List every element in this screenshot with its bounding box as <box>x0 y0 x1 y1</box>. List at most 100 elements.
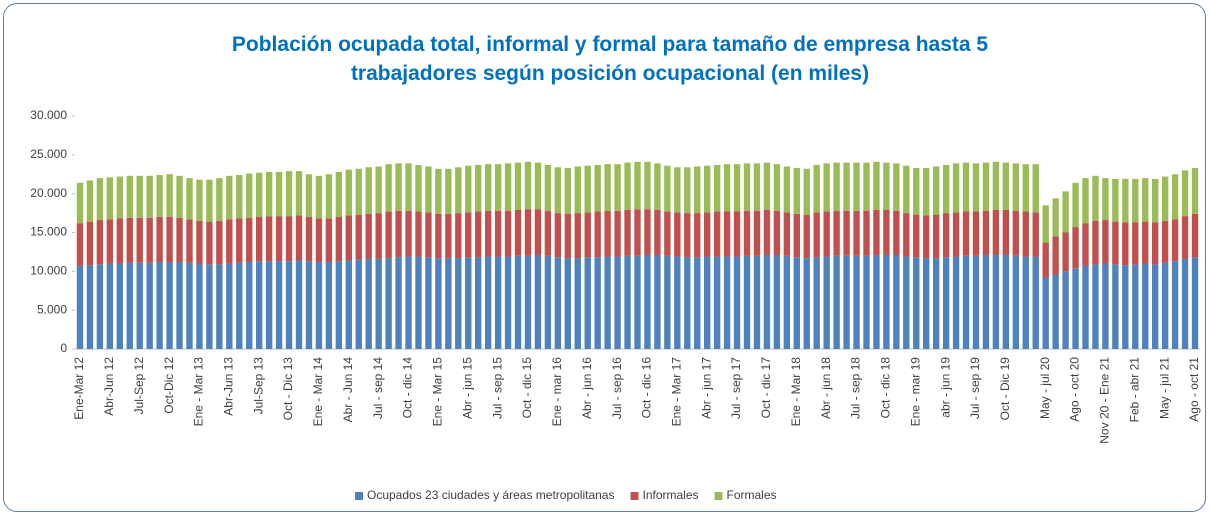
bar-segment <box>226 219 233 264</box>
bar-segment <box>1181 216 1189 259</box>
bar-segment <box>564 168 571 214</box>
bar-segment <box>743 210 751 256</box>
bar-segment <box>853 162 860 211</box>
bar-segment <box>873 161 880 210</box>
bar-segment <box>972 211 980 256</box>
bar-segment <box>335 261 343 349</box>
x-tick-label: Ago - oct 21 <box>1187 357 1201 422</box>
bar-segment <box>763 255 771 349</box>
bar-segment <box>694 213 701 258</box>
bar-segment <box>1092 264 1099 349</box>
bar-segment <box>634 209 641 256</box>
bar-segment <box>982 255 990 349</box>
x-tick-label: Oct-Dic 12 <box>162 357 176 414</box>
bar-segment <box>1032 164 1039 213</box>
bar-segment <box>86 221 94 266</box>
x-tick-label: May - jul 20 <box>1038 357 1052 419</box>
x-tick-label: Ene - Mar 18 <box>789 357 803 427</box>
bar-segment <box>674 167 681 213</box>
bar-segment <box>166 262 173 349</box>
bar-segment <box>1181 258 1189 349</box>
bar-segment <box>136 262 143 349</box>
bar-segment <box>126 217 133 263</box>
bar-segment <box>156 175 163 217</box>
bar-segment <box>176 262 183 349</box>
bar-segment <box>216 178 223 221</box>
x-tick-label: Jul - sep 16 <box>610 357 624 419</box>
bar-segment <box>1122 222 1129 266</box>
bar-segment <box>1052 198 1059 237</box>
bar-segment <box>1132 264 1139 349</box>
bar-segment <box>365 167 372 214</box>
bar-segment <box>1102 220 1109 264</box>
bar-segment <box>883 209 890 256</box>
bar-segment <box>614 164 621 211</box>
bar-segment <box>893 210 900 256</box>
bar-segment <box>1002 255 1010 349</box>
x-tick-label: Abr - jun 15 <box>460 357 474 419</box>
bar-segment <box>793 168 800 214</box>
bar-segment <box>733 256 741 349</box>
bar-segment <box>475 257 482 349</box>
bar-segment <box>554 167 562 214</box>
bar-segment <box>1042 242 1049 278</box>
bar-segment <box>544 210 552 256</box>
bar-segment <box>146 262 153 349</box>
bar-segment <box>763 162 771 210</box>
bar-segment <box>803 168 810 215</box>
bar-segment <box>684 213 691 258</box>
bar-segment <box>723 256 731 349</box>
x-tick-label: Abr - Jun 14 <box>341 357 355 423</box>
bar-segment <box>883 162 890 210</box>
bar-segment <box>445 258 452 349</box>
bar-segment <box>1142 221 1149 264</box>
bar-segment <box>1191 257 1199 349</box>
bar-segment <box>664 165 671 212</box>
bar-segment <box>574 258 581 349</box>
bar-segment <box>504 256 512 349</box>
bar-segment <box>524 161 532 210</box>
bar-segment <box>674 212 681 257</box>
bar-segment <box>435 258 442 349</box>
bar-segment <box>1152 178 1159 223</box>
bar-segment <box>246 217 253 263</box>
bar-segment <box>86 265 94 349</box>
legend-label: Informales <box>642 488 698 502</box>
bar-segment <box>226 175 233 220</box>
bar-segment <box>435 213 442 259</box>
bar-segment <box>146 217 153 263</box>
bar-segment <box>952 256 960 349</box>
bar-segment <box>923 258 930 349</box>
x-tick-label: Ago - oct 20 <box>1068 357 1082 422</box>
bar-segment <box>1072 182 1079 228</box>
bar-segment <box>445 213 452 259</box>
bar-segment <box>743 163 751 211</box>
bar-segment <box>1132 178 1139 223</box>
x-tick-label: Feb - abr 21 <box>1127 357 1141 423</box>
bar-segment <box>1092 220 1099 265</box>
bar-segment <box>863 210 870 256</box>
bar-segment <box>564 258 571 349</box>
bar-segment <box>1142 263 1149 349</box>
bar-segment <box>196 220 203 264</box>
bar-segment <box>196 263 203 349</box>
bar-segment <box>465 257 472 349</box>
bar-segment <box>932 214 940 259</box>
bar-segment <box>1012 163 1020 211</box>
bar-segment <box>803 214 810 259</box>
bar-segment <box>1092 175 1099 221</box>
bar-segment <box>574 166 581 214</box>
bar-segment <box>584 212 591 258</box>
bar-segment <box>305 174 313 217</box>
bar-segment <box>833 210 840 256</box>
bar-segment <box>96 220 104 265</box>
bar-segment <box>1161 262 1169 349</box>
bar-segment <box>713 256 721 349</box>
bar-segment <box>823 256 830 349</box>
bar-segment <box>484 210 492 257</box>
bar-segment <box>972 163 980 212</box>
bar-segment <box>1122 265 1129 349</box>
bar-segment <box>713 211 721 257</box>
bar-segment <box>1022 164 1029 212</box>
